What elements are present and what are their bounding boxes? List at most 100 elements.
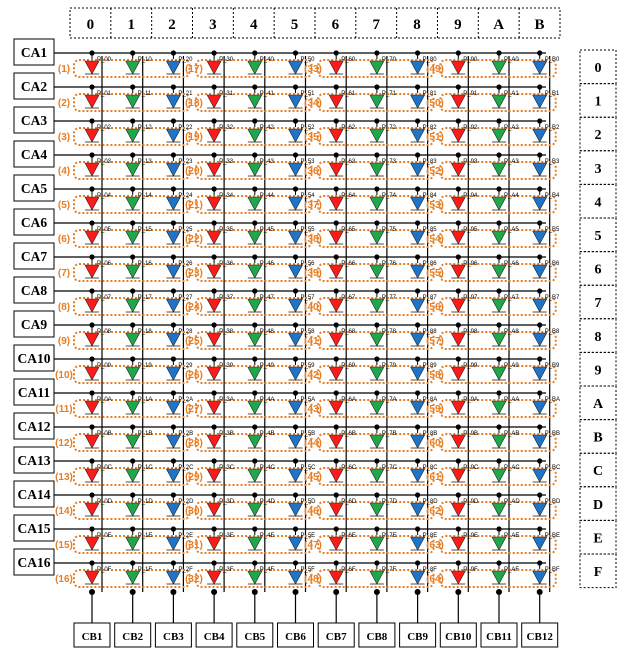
led-label: P_27	[178, 295, 193, 301]
anode-label: CA12	[18, 419, 51, 434]
led-label: P_B5	[545, 227, 560, 233]
pixel-group-label: (46)	[304, 506, 322, 517]
led-red	[450, 332, 466, 347]
led-label: P_1F	[138, 567, 153, 573]
led-label: P_82	[423, 125, 438, 131]
led-label: P_93	[463, 159, 478, 165]
led-label: P_00	[97, 57, 112, 63]
led-label: P_6E	[341, 533, 356, 539]
pixel-group-label: (55)	[426, 268, 444, 279]
pixel-group-outline	[317, 467, 435, 486]
column-header-label: A	[493, 17, 504, 33]
pixel-group-outline	[195, 467, 313, 486]
pixel-group-label: (14)	[55, 506, 73, 517]
led-label: P_1E	[138, 533, 153, 539]
led-label: P_52	[301, 125, 316, 131]
led-label: P_34	[219, 193, 234, 199]
led-green	[247, 60, 263, 75]
column-header-label: 5	[291, 17, 299, 33]
led-label: P_16	[138, 261, 153, 267]
led-blue	[532, 94, 548, 109]
led-green	[369, 60, 385, 75]
led-label: P_9E	[463, 533, 478, 539]
pixel-group-outline	[73, 535, 191, 554]
led-green	[491, 298, 507, 313]
led-blue	[410, 366, 426, 381]
pixel-group-label: (7)	[58, 268, 70, 279]
led-green	[247, 332, 263, 347]
led-red	[328, 162, 344, 177]
led-label: P_AB	[504, 431, 519, 437]
pixel-group-label: (51)	[426, 132, 444, 143]
led-green	[491, 128, 507, 143]
pixel-group-outline	[317, 127, 435, 146]
row-index-label: 5	[595, 229, 602, 244]
led-label: P_18	[138, 329, 153, 335]
anode-box	[13, 310, 55, 338]
pixel-group-outline	[195, 331, 313, 350]
pixel-group-outline	[73, 365, 191, 384]
pixel-group-outline	[317, 93, 435, 112]
led-red	[84, 570, 100, 585]
led-label: P_5A	[301, 397, 316, 403]
pixel-group-label: (37)	[304, 200, 322, 211]
led-red	[84, 94, 100, 109]
column-header-label: 2	[168, 17, 176, 33]
led-blue	[532, 434, 548, 449]
pixel-group-label: (53)	[426, 200, 444, 211]
led-blue	[287, 366, 304, 381]
anode-label: CA3	[21, 113, 47, 128]
led-label: P_76	[382, 261, 397, 267]
pixel-group-label: (17)	[185, 64, 203, 75]
led-red	[328, 434, 344, 449]
anode-label: CA7	[21, 249, 47, 264]
led-label: P_43	[260, 159, 275, 165]
led-label: P_AE	[504, 533, 519, 539]
anode-label: CA4	[21, 147, 47, 162]
led-red	[84, 230, 100, 245]
led-blue	[287, 230, 304, 245]
led-red	[328, 536, 344, 551]
pixel-group-outline	[195, 59, 313, 78]
pixel-group-outline	[439, 263, 557, 282]
pixel-group-outline	[195, 501, 313, 520]
pixel-group-outline	[73, 297, 191, 316]
led-label: P_10	[138, 57, 153, 63]
led-label: P_61	[341, 91, 356, 97]
led-label: P_2F	[178, 567, 193, 573]
led-label: P_A6	[504, 261, 519, 267]
anode-box	[13, 378, 55, 406]
pixel-group-outline	[73, 263, 191, 282]
led-label: P_6B	[341, 431, 356, 437]
led-label: P_BC	[545, 465, 561, 471]
cathode-box	[480, 622, 518, 648]
led-red	[450, 502, 466, 517]
led-label: P_5D	[301, 499, 317, 505]
led-red	[450, 536, 466, 551]
pixel-group-outline	[73, 161, 191, 180]
pixel-group-label: (30)	[185, 506, 203, 517]
pixel-group-outline	[73, 93, 191, 112]
pixel-group-label: (54)	[426, 234, 444, 245]
led-red	[206, 502, 222, 517]
led-green	[125, 230, 141, 245]
led-blue	[532, 264, 548, 279]
pixel-group-outline	[195, 535, 313, 554]
cathode-label: CB4	[204, 631, 225, 643]
led-blue	[410, 400, 426, 415]
pixel-group-outline	[317, 59, 435, 78]
row-index-label: 9	[595, 363, 602, 378]
led-label: P_A9	[504, 363, 519, 369]
led-red	[206, 570, 222, 585]
led-label: P_2E	[178, 533, 193, 539]
pixel-group-label: (31)	[185, 540, 203, 551]
cathode-box	[521, 622, 559, 648]
pixel-group-label: (15)	[55, 540, 73, 551]
cathode-box	[73, 622, 111, 648]
row-index-cell	[579, 217, 617, 253]
cathode-label: CB3	[163, 631, 184, 643]
led-label: P_65	[341, 227, 356, 233]
led-label: P_04	[97, 193, 112, 199]
pixel-group-label: (36)	[304, 166, 322, 177]
led-blue	[165, 570, 181, 585]
